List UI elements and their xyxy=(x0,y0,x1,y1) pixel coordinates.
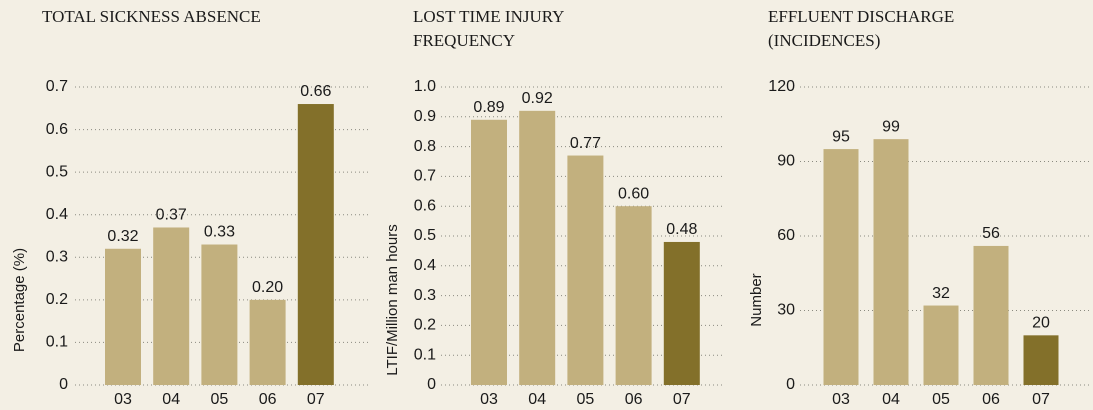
value-label: 0.48 xyxy=(666,221,697,238)
value-label: 32 xyxy=(932,285,950,302)
x-tick-label: 06 xyxy=(982,391,1000,408)
y-tick-label: 0.8 xyxy=(414,138,436,155)
y-tick-label: 0.4 xyxy=(46,206,68,223)
x-tick-label: 03 xyxy=(832,391,850,408)
y-tick-label: 0.2 xyxy=(46,291,68,308)
bar xyxy=(663,241,700,385)
x-tick-label: 03 xyxy=(480,391,498,408)
value-label: 99 xyxy=(882,118,900,135)
x-tick-label: 03 xyxy=(114,391,132,408)
x-tick-label: 07 xyxy=(673,391,691,408)
value-label: 0.33 xyxy=(204,224,235,241)
chart-title: (INCIDENCES) xyxy=(768,31,880,50)
x-tick-label: 06 xyxy=(259,391,277,408)
y-tick-label: 0.3 xyxy=(414,287,436,304)
bar xyxy=(973,245,1009,385)
y-tick-label: 120 xyxy=(768,78,795,95)
y-tick-label: 0.7 xyxy=(414,168,436,185)
x-tick-label: 04 xyxy=(162,391,180,408)
bar xyxy=(105,248,141,385)
y-tick-label: 0.1 xyxy=(46,334,68,351)
y-tick-label: 0.5 xyxy=(46,163,68,180)
y-tick-label: 0.6 xyxy=(46,121,68,138)
y-tick-label: 0.6 xyxy=(414,197,436,214)
value-label: 0.77 xyxy=(570,135,601,152)
x-tick-label: 07 xyxy=(1032,391,1050,408)
value-label: 56 xyxy=(982,225,1000,242)
y-tick-label: 0.1 xyxy=(414,346,436,363)
chart-title: FREQUENCY xyxy=(413,31,515,50)
bar xyxy=(153,227,190,385)
bar xyxy=(1023,335,1059,385)
value-label: 0.66 xyxy=(300,83,331,100)
bar xyxy=(519,110,556,385)
bar xyxy=(823,149,859,385)
y-tick-label: 1.0 xyxy=(414,78,436,95)
bar xyxy=(923,305,959,385)
bar xyxy=(873,139,909,385)
value-label: 0.20 xyxy=(252,279,283,296)
y-tick-label: 30 xyxy=(777,302,795,319)
y-tick-label: 60 xyxy=(777,227,795,244)
x-tick-label: 04 xyxy=(882,391,900,408)
value-label: 0.60 xyxy=(618,185,649,202)
y-tick-label: 0 xyxy=(786,376,795,393)
chart-title: LOST TIME INJURY xyxy=(413,7,564,26)
value-label: 20 xyxy=(1032,315,1050,332)
y-axis-label: Number xyxy=(748,273,765,326)
x-tick-label: 07 xyxy=(307,391,325,408)
value-label: 95 xyxy=(832,128,850,145)
bar xyxy=(249,299,286,385)
x-tick-label: 06 xyxy=(625,391,643,408)
bar xyxy=(615,206,652,385)
bar xyxy=(567,155,604,385)
value-label: 0.92 xyxy=(522,90,553,107)
y-tick-label: 0.3 xyxy=(46,249,68,266)
x-tick-label: 04 xyxy=(528,391,546,408)
value-label: 0.89 xyxy=(473,99,504,116)
bar xyxy=(471,119,507,385)
x-tick-label: 05 xyxy=(577,391,595,408)
y-tick-label: 0.5 xyxy=(414,227,436,244)
chart-title: TOTAL SICKNESS ABSENCE xyxy=(42,7,261,26)
x-tick-label: 05 xyxy=(932,391,950,408)
y-axis-label: Percentage (%) xyxy=(11,248,28,352)
y-tick-label: 0 xyxy=(59,376,68,393)
y-tick-label: 0.9 xyxy=(414,108,436,125)
bar xyxy=(297,104,334,386)
value-label: 0.32 xyxy=(107,228,138,245)
y-tick-label: 0.7 xyxy=(46,78,68,95)
y-tick-label: 0.2 xyxy=(414,317,436,334)
y-tick-label: 0 xyxy=(427,376,436,393)
chart-title: EFFLUENT DISCHARGE xyxy=(768,7,954,26)
bar xyxy=(201,244,238,385)
value-label: 0.37 xyxy=(156,207,187,224)
y-tick-label: 90 xyxy=(777,153,795,170)
y-axis-label: LTIF/Million man hours xyxy=(384,224,401,375)
y-tick-label: 0.4 xyxy=(414,257,436,274)
x-tick-label: 05 xyxy=(211,391,229,408)
